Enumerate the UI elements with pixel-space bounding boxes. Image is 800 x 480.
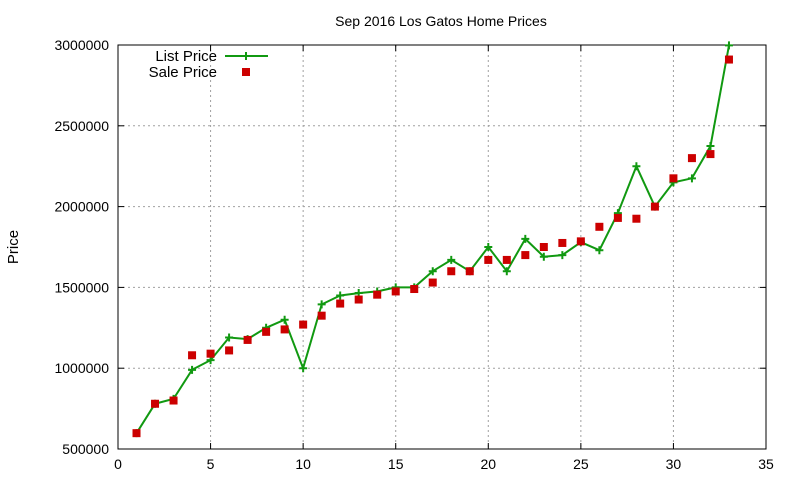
list-price-point <box>188 365 197 374</box>
sale-price-point <box>576 237 585 246</box>
legend: List Price Sale Price <box>149 48 268 81</box>
list-price-point <box>706 142 715 150</box>
list-price-point <box>687 174 696 183</box>
legend-swatch-list-price-marker <box>242 52 250 60</box>
list-price-point <box>280 315 289 324</box>
sale-price-point <box>428 278 437 287</box>
sale-price-point <box>465 267 474 276</box>
list-price-point <box>595 246 604 255</box>
x-tick-label: 30 <box>666 456 682 472</box>
sale-price-point <box>262 327 271 336</box>
y-tick-label: 500000 <box>62 441 109 457</box>
legend-label-sale-price: Sale Price <box>149 64 217 81</box>
chart-title: Sep 2016 Los Gatos Home Prices <box>335 13 547 29</box>
y-axis-label: Price <box>5 230 22 264</box>
sale-price-point <box>299 320 308 329</box>
sale-price-point <box>484 255 493 264</box>
list-price-point <box>428 267 437 276</box>
sale-price-point <box>188 351 197 360</box>
sale-price-point <box>169 396 178 405</box>
y-tick-label: 3000000 <box>54 37 109 53</box>
list-price-point <box>521 234 530 243</box>
sale-price-point <box>650 202 659 211</box>
sale-price-point <box>354 295 363 304</box>
list-price-point <box>558 251 567 260</box>
sale-price-point <box>521 251 530 260</box>
legend-swatches <box>225 52 268 76</box>
y-tick-label: 1500000 <box>54 279 109 295</box>
plot-frame <box>117 44 767 450</box>
sale-price-point <box>687 154 696 163</box>
y-tick-label: 1000000 <box>54 360 109 376</box>
sale-price-point <box>558 238 567 247</box>
legend-swatch-sale-price <box>242 68 250 76</box>
sale-price-point <box>410 285 419 294</box>
x-tick-label: 5 <box>207 456 215 472</box>
sale-price-point <box>632 214 641 223</box>
sale-price-point <box>373 290 382 299</box>
sale-price-point <box>669 174 678 183</box>
sale-price-point <box>280 325 289 334</box>
sale-price-point <box>132 429 141 438</box>
sale-price-point <box>613 213 622 222</box>
sale-price-point <box>724 55 733 64</box>
sale-price-point <box>502 255 511 264</box>
x-tick-label: 0 <box>114 456 122 472</box>
sale-price-point <box>206 349 215 358</box>
list-price-point <box>724 41 733 50</box>
sale-price-point <box>243 335 252 344</box>
list-price-point <box>632 162 641 171</box>
sale-price-point <box>595 222 604 231</box>
x-tick-label: 15 <box>388 456 404 472</box>
list-price-point <box>447 255 456 264</box>
x-tick-label: 25 <box>573 456 589 472</box>
x-tick-label: 10 <box>295 456 311 472</box>
grid <box>118 45 766 449</box>
sale-price-point <box>225 346 234 355</box>
y-tick-label: 2500000 <box>54 118 109 134</box>
sale-price-point <box>447 267 456 276</box>
x-tick-label: 20 <box>480 456 496 472</box>
list-price-point <box>317 300 326 309</box>
list-price-point <box>539 252 548 261</box>
sale-price-point <box>706 150 715 159</box>
tick-labels: 0 5 10 15 20 25 30 35 500000 1000000 1500000 200000… <box>54 37 774 472</box>
sale-price-point <box>391 287 400 296</box>
sale-price-point <box>539 243 548 251</box>
sale-price-point <box>151 399 160 408</box>
legend-label-list-price: List Price <box>155 48 217 65</box>
sale-price-point <box>317 311 326 320</box>
list-price-line <box>135 45 730 434</box>
list-price-point <box>225 333 234 342</box>
axis-ticks <box>117 44 767 450</box>
sale-price-point <box>336 299 345 308</box>
x-tick-label: 35 <box>758 456 774 472</box>
list-price-point <box>484 243 493 251</box>
list-price-point <box>502 267 511 276</box>
list-price-point <box>299 364 308 373</box>
series <box>132 41 733 438</box>
list-price-point <box>336 291 345 300</box>
y-tick-label: 2000000 <box>54 199 109 215</box>
